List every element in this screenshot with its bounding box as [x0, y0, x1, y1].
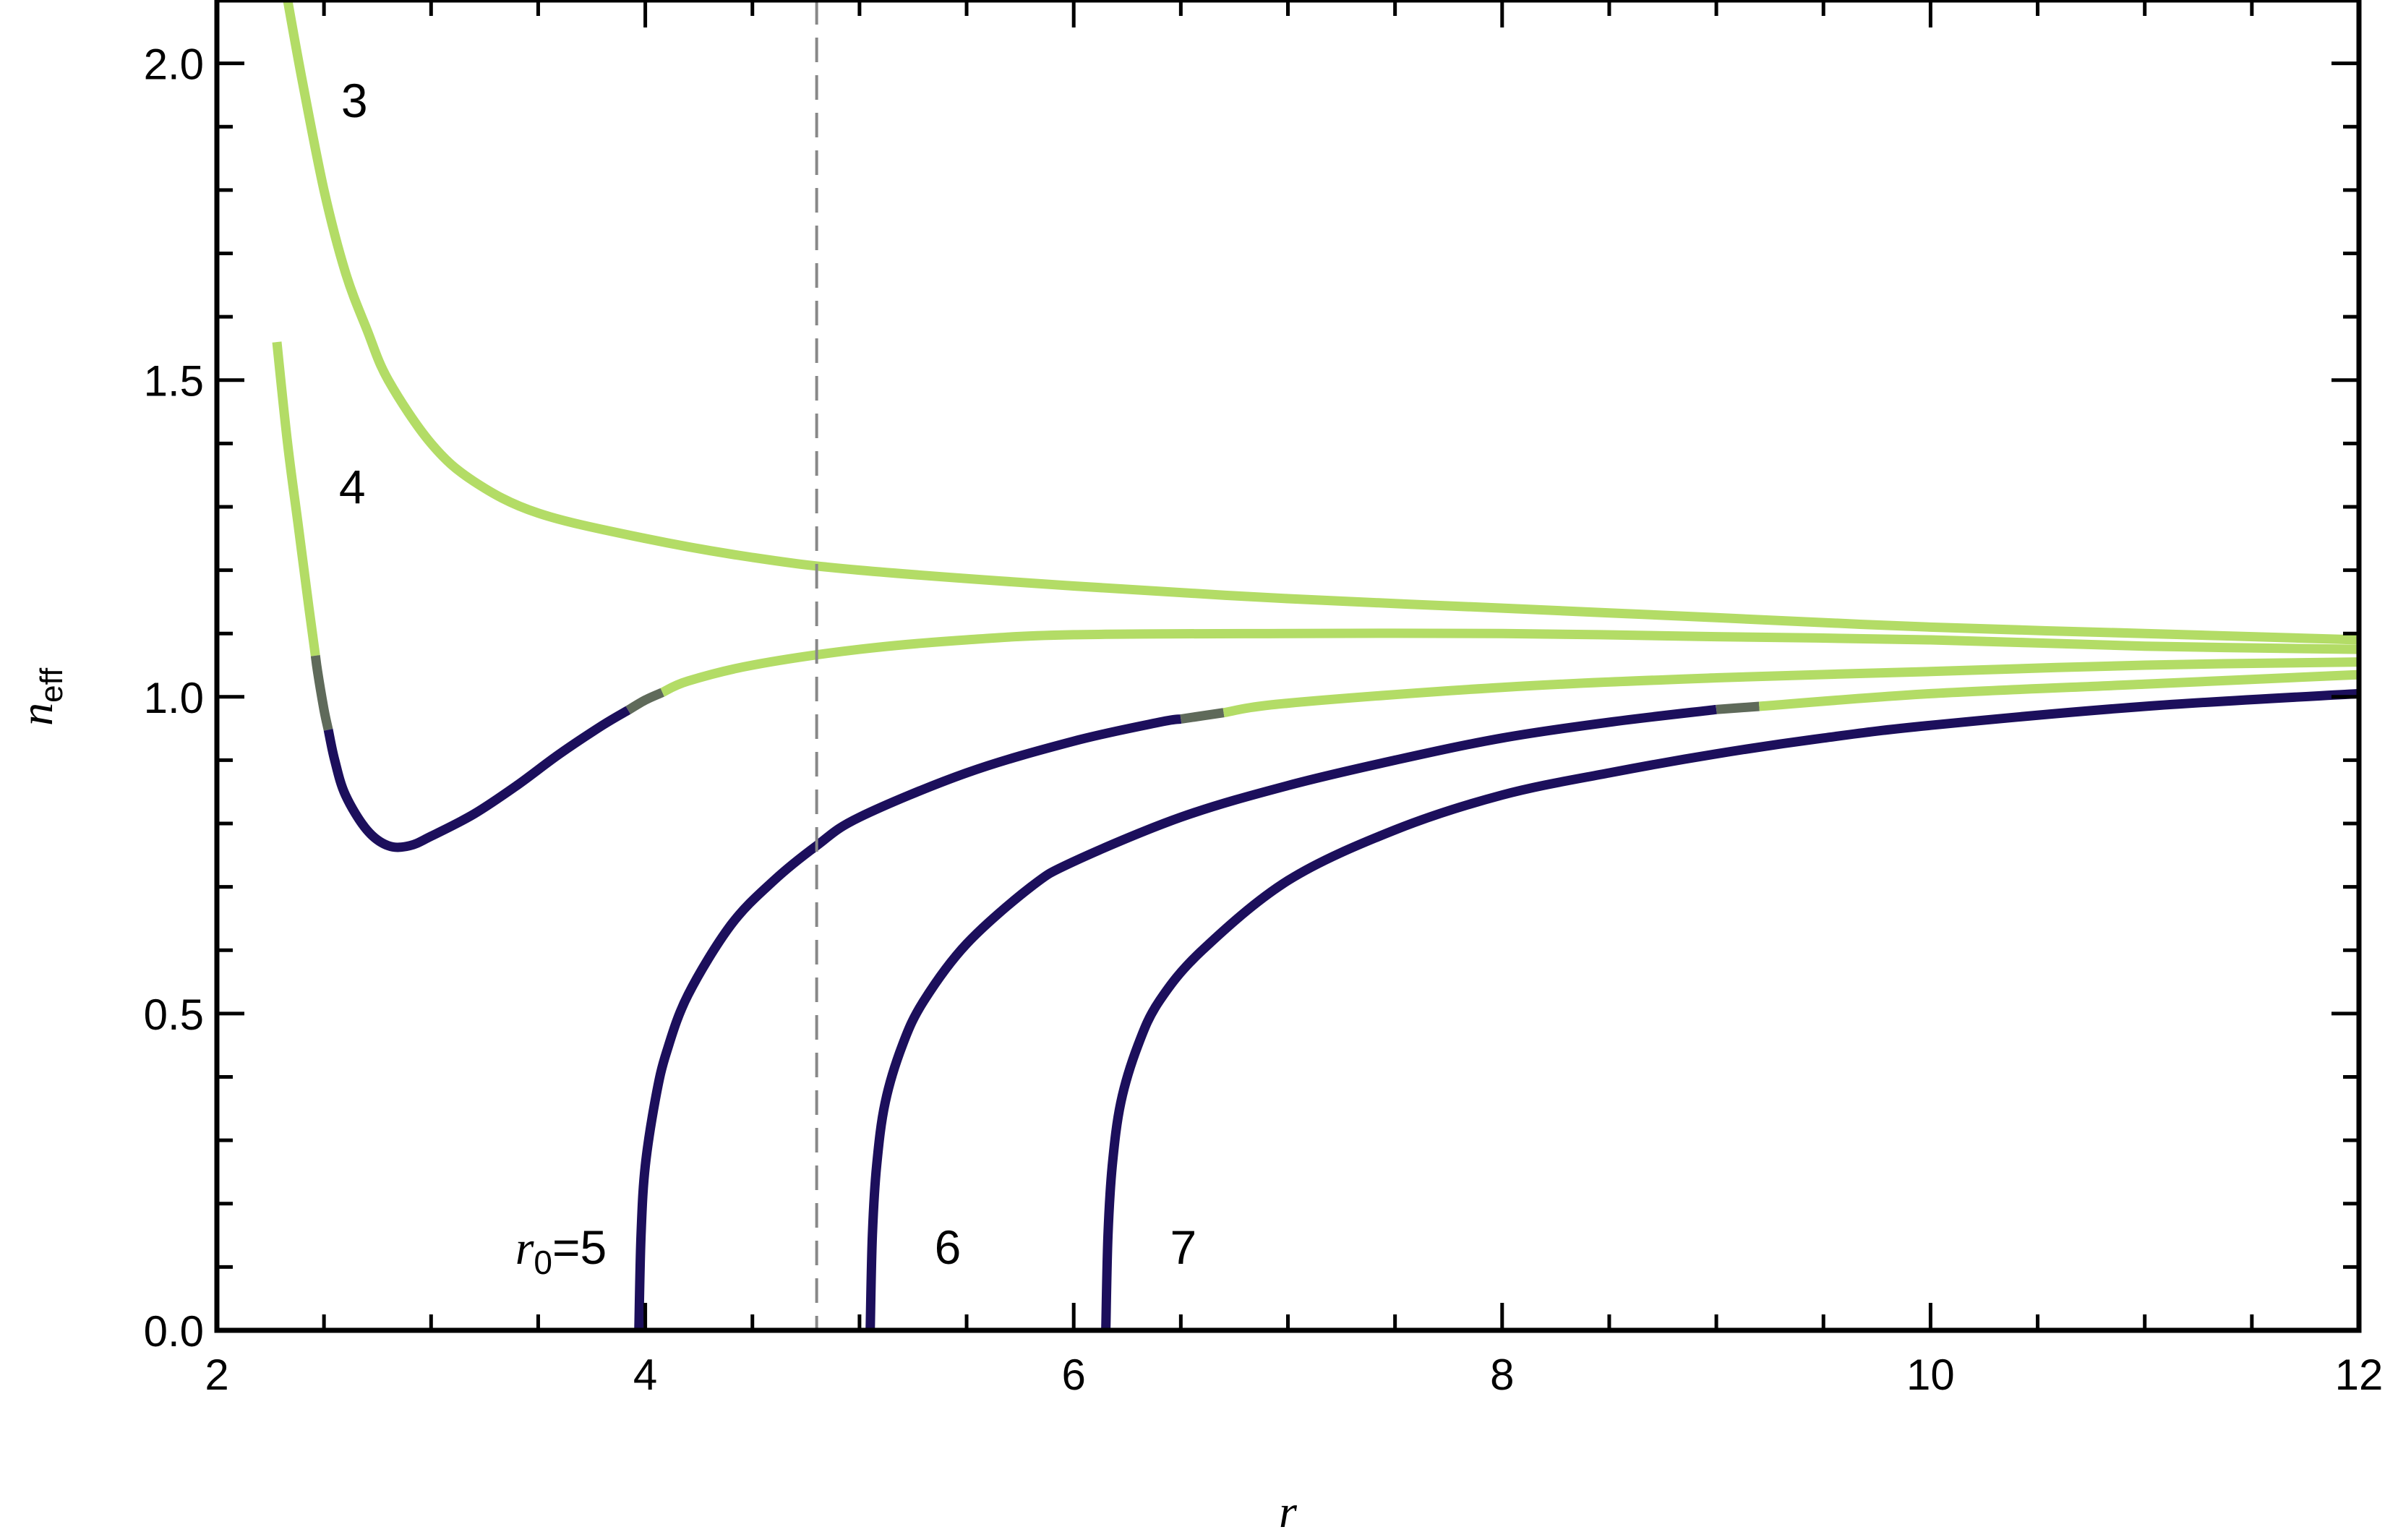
curve-label-4: 4	[339, 461, 366, 514]
curves-group	[272, 0, 2360, 1331]
x-tick-label: 10	[1906, 1351, 1955, 1399]
curve-4-dark-segment	[323, 706, 631, 852]
y-tick-label: 1.0	[144, 674, 204, 722]
y-tick-label: 2.0	[144, 40, 204, 89]
x-tick-label: 8	[1490, 1351, 1514, 1399]
curve-3-light-segment	[283, 0, 2360, 645]
y-tick-label: 0.5	[144, 991, 204, 1039]
x-tick-label: 4	[633, 1351, 657, 1399]
curve-label-7: 7	[1170, 1220, 1197, 1274]
curve-5-dark-segment	[634, 714, 1182, 1331]
curve-7-dark-segment	[1101, 688, 2360, 1331]
tick-labels-group: 2 4 6 8 10 12 0.0 0.5 1.0 1.5 2.0	[144, 40, 2384, 1399]
y-axis-label-base: n	[11, 703, 62, 726]
y-tick-label: 0.0	[144, 1307, 204, 1356]
curve-4-light-segment	[272, 341, 320, 656]
curve-label-6: 6	[935, 1220, 962, 1274]
curve-6-dark-segment	[865, 704, 1717, 1331]
x-tick-label: 12	[2335, 1351, 2384, 1399]
x-tick-label: 6	[1062, 1351, 1086, 1399]
curve-6-transition-segment	[1716, 701, 1760, 714]
curve-labels-group: 3 4 r0=5 6 7	[339, 74, 1196, 1281]
y-axis-label: neff	[11, 667, 69, 726]
x-axis-label: r	[1279, 1486, 1298, 1537]
y-tick-label: 1.5	[144, 357, 204, 406]
curve-5-transition-segment	[1180, 708, 1225, 724]
curve-4-transition-segment	[625, 688, 664, 714]
curve-4-transition-segment	[310, 655, 333, 731]
y-axis-label-subscript: eff	[34, 667, 69, 703]
curve-label-3: 3	[341, 74, 368, 127]
curve-5-light-segment	[1222, 657, 2360, 718]
x-tick-label: 2	[205, 1351, 228, 1399]
curve-label-5: r0=5	[515, 1220, 607, 1281]
curve-6-light-segment	[1758, 670, 2360, 711]
plot-frame	[214, 0, 2362, 1333]
